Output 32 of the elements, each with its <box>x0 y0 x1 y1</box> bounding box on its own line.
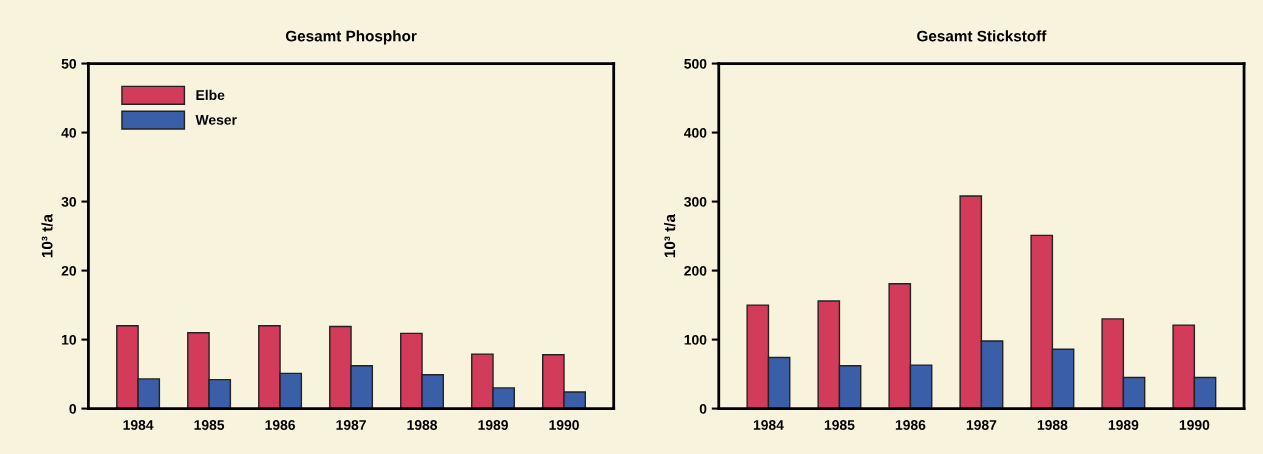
x-tick-label: 1984 <box>123 420 154 430</box>
y-tick-label: 20 <box>61 265 77 276</box>
y-tick-label: 50 <box>61 58 77 69</box>
y-tick-label: 500 <box>684 58 707 69</box>
x-tick-label: 1986 <box>895 420 926 430</box>
chart-title: Gesamt Stickstoff <box>917 30 1047 42</box>
y-tick-label: 10 <box>62 334 77 345</box>
y-tick-label: 400 <box>684 127 707 138</box>
x-tick-label: 1987 <box>336 420 366 430</box>
y-tick-label: 40 <box>61 127 77 138</box>
legend-label: Elbe <box>196 89 225 101</box>
x-tick-label: 1985 <box>824 420 855 430</box>
y-tick-label: 100 <box>684 334 707 345</box>
x-tick-label: 1984 <box>753 420 784 430</box>
chart-title: Gesamt Phosphor <box>285 30 417 45</box>
x-tick-label: 1990 <box>1179 420 1210 430</box>
y-tick-label: 0 <box>699 403 707 414</box>
y-tick-label: 200 <box>684 265 707 276</box>
y-axis-title: 10³ t/a <box>663 213 676 258</box>
x-tick-label: 1988 <box>1037 420 1068 430</box>
x-tick-label: 1987 <box>966 420 997 430</box>
legend-label: Weser <box>195 115 237 125</box>
x-tick-label: 1988 <box>407 420 438 430</box>
x-tick-label: 1985 <box>194 420 225 430</box>
x-tick-label: 1990 <box>549 420 579 430</box>
x-tick-label: 1989 <box>1108 420 1139 430</box>
y-tick-label: 300 <box>684 196 707 207</box>
x-tick-label: 1989 <box>478 420 508 430</box>
y-tick-label: 30 <box>61 196 77 207</box>
y-axis-title: 10³ t/a <box>41 213 53 258</box>
y-tick-label: 0 <box>69 403 77 414</box>
x-tick-label: 1986 <box>265 420 296 430</box>
